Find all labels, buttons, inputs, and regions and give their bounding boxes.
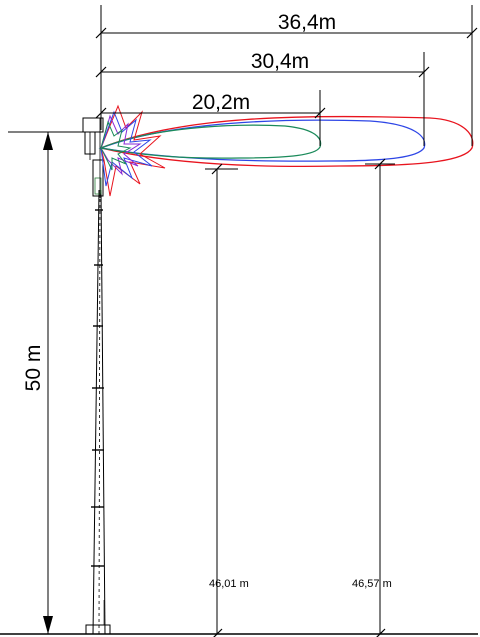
range-dimension-red: 36,4m — [95, 11, 478, 39]
height-marker-blue: 46,57 m — [352, 158, 395, 637]
range-label-green: 20,2m — [192, 91, 250, 114]
side-lobes-red — [100, 104, 166, 197]
height-label-red: 46,01 m — [209, 578, 249, 590]
range-dimension-blue: 30,4m — [95, 50, 430, 78]
height-label-blue: 46,57 m — [352, 578, 392, 590]
range-label-red: 36,4m — [278, 11, 336, 34]
main-lobe-red — [98, 115, 474, 168]
mast-height-label: 50 m — [22, 345, 45, 392]
main-lobe-blue — [98, 119, 426, 162]
radiation-lobes — [98, 104, 474, 197]
range-label-blue: 30,4m — [251, 50, 309, 73]
mast-height-dimension: 50 m — [8, 131, 88, 634]
side-lobes-green — [100, 120, 132, 171]
antenna-mast — [82, 117, 111, 635]
height-marker-red: 46,01 m — [205, 163, 249, 637]
main-lobe-green — [98, 124, 322, 159]
range-dimension-green: 20,2m — [95, 91, 326, 119]
side-lobes-purple — [100, 114, 142, 176]
